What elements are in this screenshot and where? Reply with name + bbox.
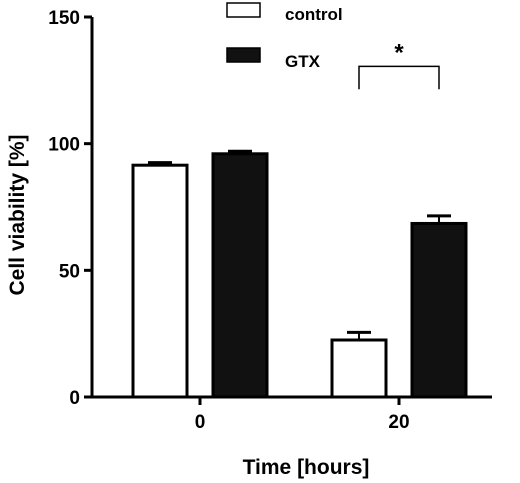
legend-swatch-control (226, 2, 261, 18)
y-tick-label-100: 100 (48, 135, 80, 156)
y-axis-title: Cell viability [%] (6, 134, 29, 295)
x-tick-label-20: 20 (388, 412, 409, 433)
y-tick-label-0: 0 (69, 388, 80, 409)
significance-asterisk: * (394, 39, 404, 66)
significance-bracket (358, 65, 440, 90)
bar-gtx-0 (211, 152, 269, 399)
error-bars (148, 149, 451, 340)
bar-control-20 (330, 338, 388, 399)
bars (131, 152, 468, 399)
x-ticks: 0 20 (195, 397, 410, 433)
significance-annotations: * (358, 39, 440, 90)
legend-label-control: control (285, 5, 343, 24)
y-ticks: 0 50 100 150 (48, 8, 92, 409)
y-tick-label-150: 150 (48, 8, 80, 29)
legend-swatch-gtx (226, 47, 261, 63)
bar-gtx-20 (410, 221, 468, 399)
legend: control GTX (226, 2, 343, 71)
y-tick-label-50: 50 (59, 261, 80, 282)
x-axis-title: Time [hours] (243, 456, 370, 479)
x-tick-label-0: 0 (195, 412, 206, 433)
bar-control-0 (131, 163, 189, 399)
legend-label-gtx: GTX (285, 52, 321, 71)
